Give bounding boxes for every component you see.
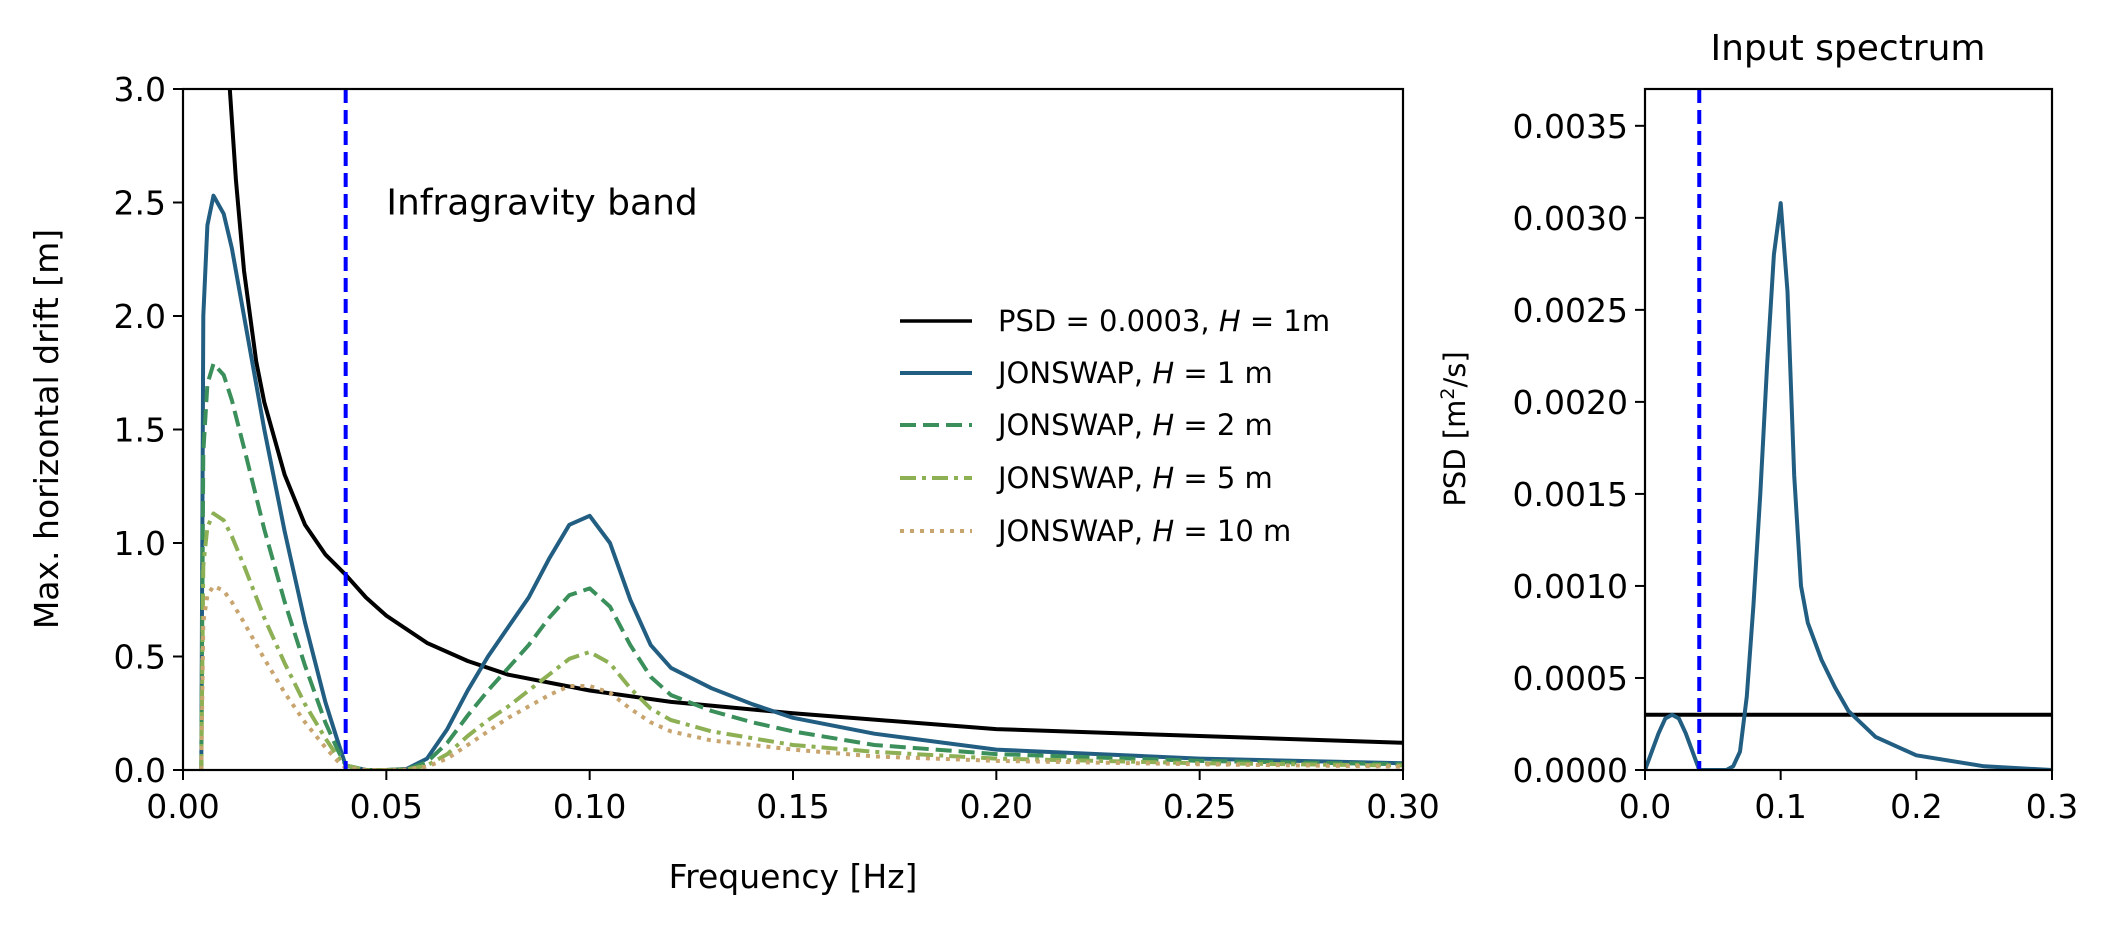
- main-y-axis-label: Max. horizontal drift [m]: [27, 229, 66, 629]
- inset-y-tick-label: 0.0025: [1513, 291, 1628, 330]
- infragravity-band-annotation: Infragravity band: [386, 183, 697, 224]
- inset-y-tick-label: 0.0030: [1513, 199, 1628, 238]
- inset-x-tick-label: 0.2: [1890, 787, 1942, 826]
- inset-title: Input spectrum: [1710, 28, 1985, 69]
- input-spectrum-chart: 0.0 0.1 0.2 0.3 0.0000 0.0005 0.0010 0.0015 0.0…: [1437, 28, 2078, 826]
- main-y-tick-label: 0.5: [114, 638, 166, 677]
- legend-label-psd: PSD = 0.0003, H = 1m: [998, 304, 1330, 338]
- inset-y-tick-label: 0.0005: [1513, 659, 1628, 698]
- main-series-jonswap-h1: [199, 193, 1403, 770]
- inset-x-tick-label: 0.1: [1754, 787, 1806, 826]
- legend-label-jonswap-h10: JONSWAP, H = 10 m: [996, 514, 1291, 548]
- inset-y-tick-label: 0.0035: [1513, 107, 1628, 146]
- main-series-jonswap-h2: [199, 361, 1403, 770]
- main-x-tick-label: 0.00: [146, 787, 219, 826]
- main-y-tick-label: 3.0: [114, 70, 166, 109]
- inset-plot-frame: [1643, 87, 2054, 772]
- main-y-tick-label: 1.5: [114, 411, 166, 450]
- inset-y-tick-label: 0.0020: [1513, 383, 1628, 422]
- legend-label-jonswap-h5: JONSWAP, H = 5 m: [996, 461, 1273, 495]
- main-x-tick-label: 0.20: [960, 787, 1033, 826]
- main-y-tick-label: 0.0: [114, 751, 166, 790]
- main-x-axis-label: Frequency [Hz]: [669, 857, 918, 896]
- legend-label-jonswap-h2: JONSWAP, H = 2 m: [996, 408, 1273, 442]
- inset-y-tick-label: 0.0010: [1513, 567, 1628, 606]
- main-x-tick-label: 0.25: [1163, 787, 1236, 826]
- inset-x-tick-label: 0.3: [2026, 787, 2078, 826]
- main-x-tick-label: 0.10: [553, 787, 626, 826]
- main-series-jonswap-h10: [199, 584, 1403, 770]
- main-y-tick-label: 1.0: [114, 524, 166, 563]
- legend-label-jonswap-h1: JONSWAP, H = 1 m: [996, 356, 1273, 390]
- main-x-tick-label: 0.30: [1366, 787, 1439, 826]
- inset-series-jonswap-spectrum: [1645, 201, 2052, 770]
- inset-y-tick-label: 0.0015: [1513, 475, 1628, 514]
- main-x-tick-label: 0.05: [350, 787, 423, 826]
- main-series-jonswap-h5: [199, 511, 1403, 770]
- inset-y-tick-label: 0.0000: [1513, 751, 1628, 790]
- main-x-tick-label: 0.15: [756, 787, 829, 826]
- inset-y-axis-label: PSD [m2/s]: [1437, 351, 1472, 506]
- inset-x-tick-label: 0.0: [1619, 787, 1671, 826]
- main-chart: 0.00 0.05 0.10 0.15 0.20 0.25 0.30 0.0 0.5 1.0 1.…: [27, 70, 1440, 896]
- main-y-tick-label: 2.5: [114, 184, 166, 223]
- main-y-tick-label: 2.0: [114, 297, 166, 336]
- legend: PSD = 0.0003, H = 1m JONSWAP, H = 1 m JO…: [900, 304, 1330, 548]
